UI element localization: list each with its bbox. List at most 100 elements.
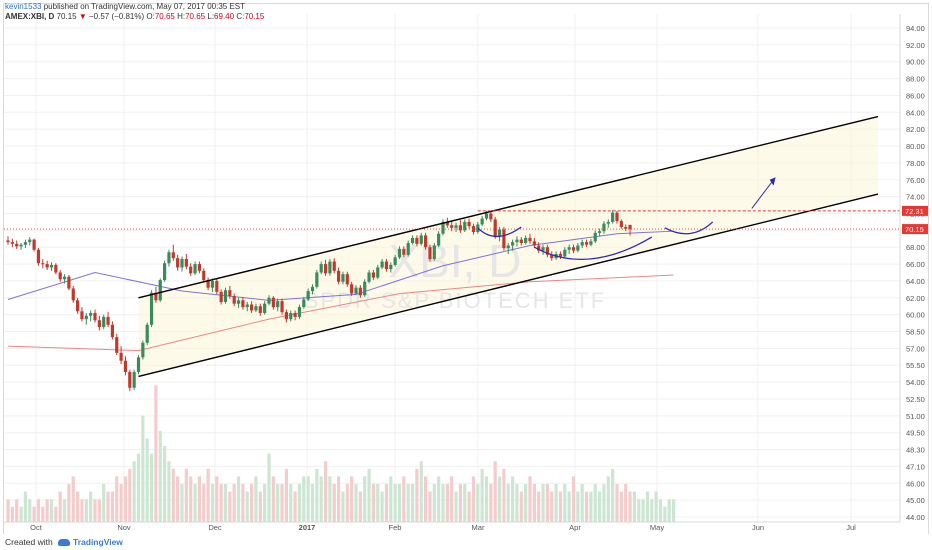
volume-bar bbox=[424, 476, 428, 522]
candle-body bbox=[376, 267, 380, 278]
cloud-icon bbox=[58, 539, 70, 546]
candle-body bbox=[84, 315, 88, 320]
watermark-name: SPDR S&P BIOTECH ETF bbox=[304, 288, 606, 313]
candle-body bbox=[128, 371, 132, 388]
candle-body bbox=[115, 337, 119, 353]
candle-body bbox=[484, 213, 489, 219]
created-with-label: Created with bbox=[5, 537, 53, 547]
volume-bar bbox=[67, 484, 71, 522]
author-link[interactable]: kevin1533 bbox=[5, 2, 42, 11]
candle-body bbox=[567, 247, 571, 250]
price-axis-label: 76.00 bbox=[906, 176, 925, 185]
volume-bar bbox=[415, 468, 419, 522]
volume-bar bbox=[458, 484, 462, 522]
candle-body bbox=[219, 291, 223, 303]
volume-bar bbox=[6, 499, 10, 522]
volume-bar bbox=[450, 476, 454, 522]
price-axis-label: 54.00 bbox=[906, 378, 925, 387]
price-axis-label: 74.00 bbox=[906, 193, 925, 202]
price-axis-label: 68.00 bbox=[906, 243, 925, 252]
trendline-channel-upper bbox=[138, 115, 879, 299]
volume-bar bbox=[323, 461, 328, 522]
volume-bar bbox=[171, 468, 175, 522]
volume-bar bbox=[154, 385, 158, 522]
price-tag-bg bbox=[902, 224, 928, 235]
candle-body bbox=[102, 316, 106, 328]
volume-bars bbox=[6, 385, 676, 522]
volume-bar bbox=[624, 484, 628, 522]
pattern-annotations bbox=[477, 177, 776, 261]
candle-body bbox=[189, 266, 193, 274]
candle-body bbox=[267, 297, 271, 304]
volume-bar bbox=[663, 506, 667, 522]
time-axis-label: Oct bbox=[30, 523, 43, 532]
candle-body bbox=[136, 357, 141, 372]
candle-body bbox=[598, 231, 602, 233]
volume-bar bbox=[406, 484, 410, 522]
price-axis-label: 66.00 bbox=[906, 260, 925, 269]
price-axis-label: 82.00 bbox=[906, 125, 925, 134]
candle-body bbox=[141, 342, 145, 358]
volume-bar bbox=[493, 461, 497, 522]
volume-bar bbox=[76, 491, 80, 522]
time-axis-label: May bbox=[650, 523, 664, 532]
volume-bar bbox=[419, 461, 423, 522]
symbol-label[interactable]: AMEX:XBI, D bbox=[5, 12, 55, 21]
candle-body bbox=[202, 270, 206, 281]
candle-body bbox=[354, 287, 358, 294]
volume-bar bbox=[615, 484, 619, 522]
volume-bar bbox=[619, 491, 623, 522]
candle-body bbox=[524, 237, 528, 243]
volume-bar bbox=[363, 476, 367, 522]
volume-bar bbox=[589, 491, 593, 522]
candle-body bbox=[167, 252, 171, 264]
candle-body bbox=[402, 248, 406, 255]
watermark-ticker: XBI, D bbox=[389, 235, 522, 287]
candle-body bbox=[602, 223, 606, 232]
volume-bar bbox=[93, 499, 97, 522]
candle-body bbox=[119, 352, 123, 361]
volume-bar bbox=[611, 468, 615, 522]
candle-body bbox=[45, 264, 49, 268]
candle-body bbox=[49, 264, 54, 268]
volume-bar bbox=[541, 484, 545, 522]
volume-bar bbox=[484, 476, 489, 522]
candle-body bbox=[437, 233, 441, 246]
volume-bar bbox=[397, 484, 402, 522]
candle-body bbox=[58, 272, 62, 280]
volume-bar bbox=[23, 491, 27, 522]
volume-bar bbox=[441, 484, 445, 522]
volume-bar bbox=[110, 491, 114, 522]
candle-body bbox=[593, 232, 597, 242]
candle-body bbox=[345, 274, 349, 285]
candle-body bbox=[397, 248, 402, 258]
left-shoulder-arc bbox=[477, 226, 522, 238]
volume-bar bbox=[163, 446, 167, 522]
candle-body bbox=[297, 307, 302, 317]
candle-body bbox=[450, 225, 454, 228]
footer: Created with TradingView bbox=[0, 534, 932, 550]
candle-body bbox=[497, 229, 502, 237]
volume-bar bbox=[358, 491, 362, 522]
time-axis-label: Jul bbox=[846, 523, 856, 532]
candle-body bbox=[332, 261, 336, 271]
volume-bar bbox=[428, 491, 432, 522]
tradingview-logo[interactable]: TradingView bbox=[58, 537, 123, 547]
price-axis-label: 51.00 bbox=[906, 412, 925, 421]
candle-body bbox=[89, 312, 93, 316]
price-axis: 94.00 92.00 90.00 88.00 86.00 84.00 82.00 80.00… bbox=[906, 24, 925, 522]
volume-bar bbox=[219, 484, 223, 522]
right-shoulder-arc bbox=[664, 221, 714, 235]
candle-body bbox=[271, 297, 275, 308]
candle-body bbox=[419, 235, 423, 244]
candle-body bbox=[97, 320, 101, 328]
candle-body bbox=[41, 263, 45, 265]
candle-body bbox=[93, 312, 97, 321]
candle-body bbox=[454, 225, 458, 228]
candle-body bbox=[223, 290, 228, 303]
volume-bar bbox=[602, 484, 606, 522]
candle-body bbox=[580, 242, 584, 246]
volume-bar bbox=[158, 430, 162, 522]
candle-body bbox=[36, 249, 41, 264]
